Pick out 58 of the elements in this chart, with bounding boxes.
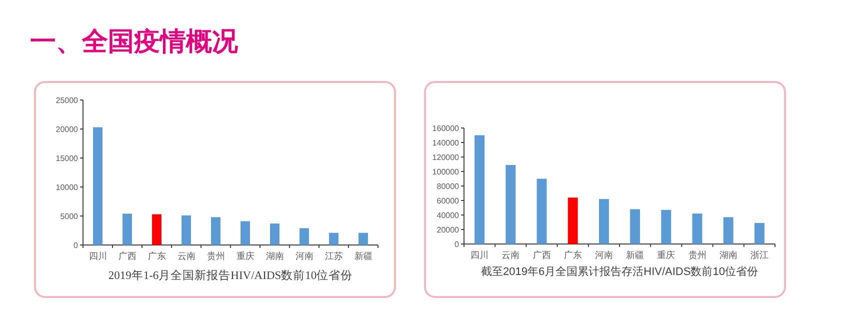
text: 2019年1-6月全国新报告HIV/AIDS数前10位省份 (108, 268, 353, 282)
x-tick-label: 广西 (118, 251, 136, 261)
bar (300, 228, 309, 245)
bar (474, 135, 485, 244)
bar (152, 214, 162, 245)
text: 截至2019年6月全国累计报告存活HIV/AIDS数前10位省份 (481, 265, 758, 278)
text: 一、全国疫情概况 (30, 26, 239, 56)
bar (93, 127, 102, 245)
x-tick-label: 湖南 (719, 250, 738, 260)
x-tick-label: 贵州 (206, 251, 225, 261)
y-tick-label: 0 (74, 241, 79, 250)
x-tick-label: 四川 (88, 251, 107, 261)
x-tick-label: 云南 (177, 251, 196, 261)
y-tick-label: 140000 (432, 138, 460, 148)
x-tick-label: 重庆 (657, 250, 676, 260)
y-tick-label: 40000 (436, 211, 460, 220)
x-tick-label: 广东 (148, 251, 166, 261)
x-tick-label: 云南 (502, 250, 520, 260)
bar (211, 217, 220, 245)
x-tick-label: 重庆 (236, 251, 254, 261)
y-tick-label: 120000 (432, 153, 460, 162)
y-tick-label: 60000 (436, 196, 460, 206)
y-tick-label: 15000 (56, 154, 79, 163)
bar (506, 164, 516, 244)
x-tick-label: 广西 (532, 250, 551, 260)
bar (630, 209, 640, 244)
x-tick-label: 浙江 (750, 250, 768, 260)
bar (270, 224, 280, 245)
bar (692, 214, 702, 244)
x-tick-label: 河南 (594, 250, 613, 260)
x-tick-label: 四川 (470, 250, 489, 260)
bar (598, 199, 609, 244)
bar (240, 221, 250, 245)
y-tick-label: 10000 (56, 183, 79, 192)
bar (329, 232, 338, 245)
x-tick-label: 新疆 (354, 251, 372, 261)
y-tick-label: 25000 (56, 96, 79, 105)
x-tick-label: 江苏 (324, 251, 343, 261)
bar (122, 214, 132, 245)
y-tick-label: 100000 (432, 168, 460, 176)
y-tick-label: 20000 (56, 125, 79, 134)
bar (568, 198, 578, 244)
x-tick-label: 河南 (295, 251, 314, 261)
bar (358, 232, 368, 245)
bar (661, 210, 672, 244)
y-tick-label: 0 (454, 240, 460, 249)
x-tick-label: 贵州 (688, 250, 706, 260)
y-tick-label: 20000 (436, 226, 460, 234)
x-tick-label: 广东 (564, 250, 582, 260)
bar (536, 178, 547, 244)
bar (723, 217, 734, 244)
x-tick-label: 湖南 (266, 251, 284, 261)
bar (182, 215, 191, 245)
y-tick-label: 160000 (432, 124, 460, 133)
bar (754, 222, 764, 244)
y-tick-label: 5000 (60, 212, 79, 221)
y-tick-label: 80000 (436, 182, 460, 191)
x-tick-label: 新疆 (626, 250, 644, 260)
